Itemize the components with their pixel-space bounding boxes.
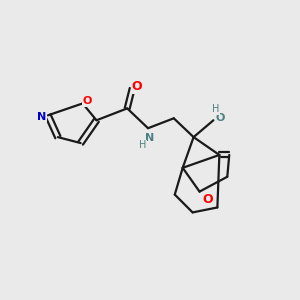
Text: O: O	[132, 80, 142, 93]
Text: O: O	[216, 113, 225, 123]
Text: N: N	[38, 112, 46, 122]
Text: N: N	[146, 133, 154, 143]
Text: H: H	[140, 140, 147, 150]
Text: H: H	[212, 104, 219, 114]
Text: O: O	[202, 193, 213, 206]
Text: O: O	[83, 97, 92, 106]
